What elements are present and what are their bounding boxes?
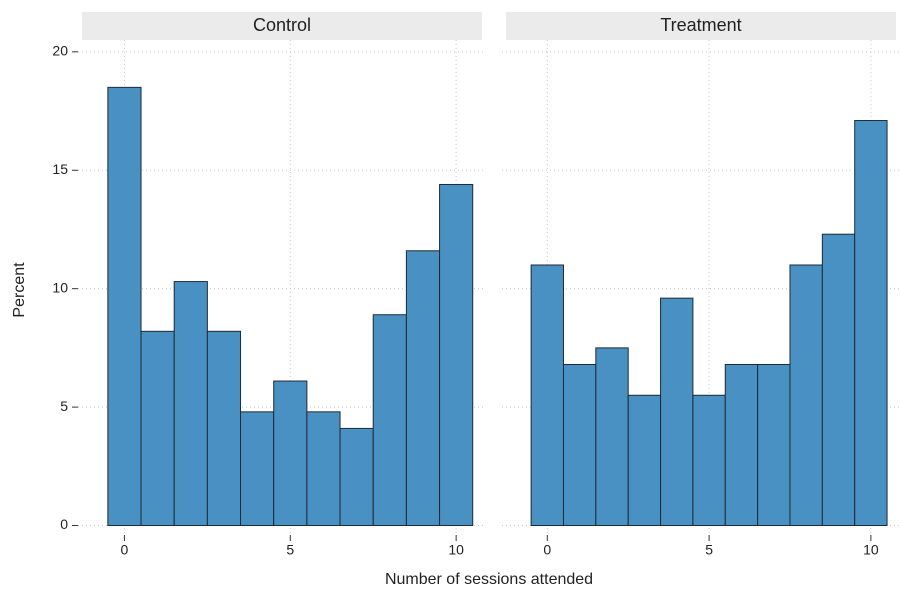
bar — [306, 411, 341, 527]
x-tick-label: 10 — [448, 542, 464, 558]
bar — [530, 264, 564, 527]
bar — [562, 363, 597, 527]
bar — [405, 250, 441, 527]
bar — [854, 120, 888, 527]
y-tick-label: 20 — [52, 43, 68, 59]
bar — [757, 363, 791, 527]
bar — [339, 427, 374, 527]
x-tick-label: 0 — [121, 542, 129, 558]
x-tick-label: 0 — [543, 542, 551, 558]
bar — [627, 394, 662, 527]
panel-title: Control — [253, 15, 311, 35]
x-tick-label: 5 — [286, 542, 294, 558]
x-tick-label: 10 — [863, 542, 879, 558]
y-tick-label: 10 — [52, 279, 68, 295]
x-axis-title: Number of sessions attended — [385, 571, 593, 588]
bar — [372, 314, 407, 527]
panel-title: Treatment — [660, 15, 741, 35]
bar — [595, 347, 629, 527]
bar — [273, 380, 308, 527]
y-tick-label: 5 — [60, 398, 68, 414]
bar — [240, 411, 275, 527]
strip — [82, 12, 482, 40]
bar — [724, 363, 759, 527]
y-axis-title: Percent — [11, 262, 28, 318]
y-tick-label: 15 — [52, 161, 68, 177]
bar — [439, 183, 474, 527]
bar — [789, 264, 823, 527]
bar — [821, 233, 856, 527]
bar — [140, 330, 175, 527]
x-tick-label: 5 — [705, 542, 713, 558]
bar — [173, 281, 208, 527]
bar — [206, 330, 242, 527]
bar — [660, 297, 694, 527]
bar — [692, 394, 726, 527]
bar — [107, 86, 142, 527]
y-tick-label: 0 — [60, 516, 68, 532]
strip — [506, 12, 896, 40]
